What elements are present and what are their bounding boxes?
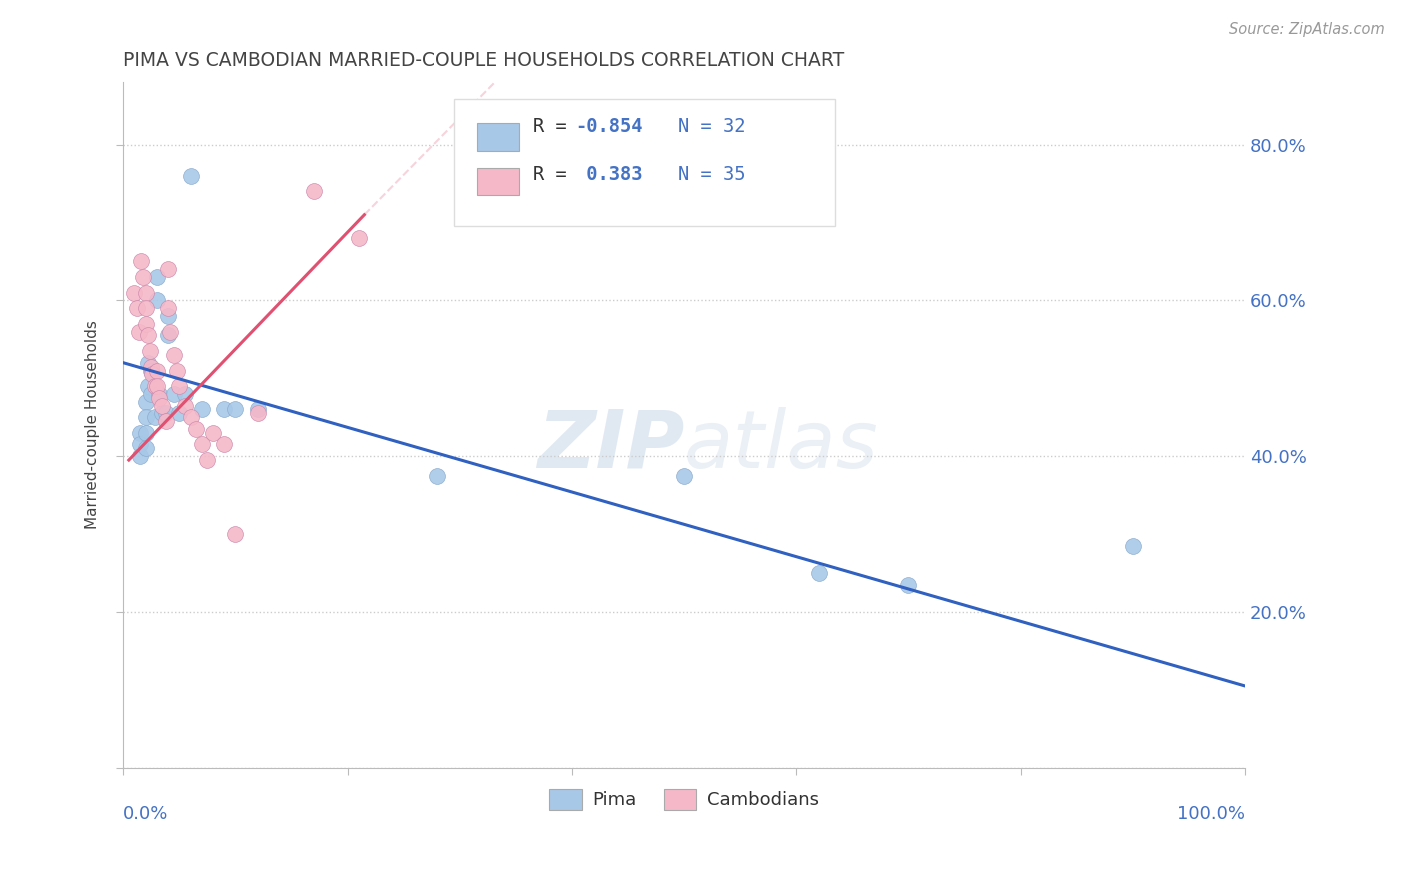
Point xyxy=(129,437,152,451)
Point xyxy=(1122,539,1144,553)
Legend: Pima, Cambodians: Pima, Cambodians xyxy=(541,781,827,817)
Y-axis label: Married-couple Households: Married-couple Households xyxy=(86,320,100,530)
Point xyxy=(146,363,169,377)
FancyBboxPatch shape xyxy=(454,100,835,227)
Point xyxy=(135,394,157,409)
Point xyxy=(897,577,920,591)
Text: Source: ZipAtlas.com: Source: ZipAtlas.com xyxy=(1229,22,1385,37)
Point xyxy=(169,379,191,393)
Text: 0.383: 0.383 xyxy=(575,165,643,185)
Text: N = 35: N = 35 xyxy=(679,165,747,185)
Point xyxy=(224,527,246,541)
Point xyxy=(201,425,224,440)
Point xyxy=(347,231,370,245)
Point xyxy=(155,414,177,428)
Point xyxy=(190,437,212,451)
Point xyxy=(132,270,155,285)
Point xyxy=(135,410,157,425)
Point xyxy=(302,185,325,199)
Point xyxy=(143,410,166,425)
Point xyxy=(146,270,169,285)
Point xyxy=(135,442,157,456)
Point xyxy=(136,379,159,393)
Point xyxy=(135,301,157,316)
Point xyxy=(224,402,246,417)
Point xyxy=(184,422,207,436)
Point xyxy=(807,566,830,580)
Text: atlas: atlas xyxy=(685,407,879,484)
Point xyxy=(141,359,163,374)
Point xyxy=(152,406,174,420)
Point xyxy=(426,468,449,483)
Point xyxy=(212,402,235,417)
Point xyxy=(157,309,180,323)
Point xyxy=(148,387,170,401)
Point xyxy=(129,449,152,463)
Point xyxy=(152,399,174,413)
Point xyxy=(125,301,148,316)
Point xyxy=(136,356,159,370)
Point xyxy=(141,363,163,377)
Point xyxy=(141,387,163,401)
Point xyxy=(157,301,180,316)
Point xyxy=(195,453,218,467)
Text: 100.0%: 100.0% xyxy=(1177,805,1244,823)
Point xyxy=(190,402,212,417)
Text: N = 32: N = 32 xyxy=(679,118,747,136)
Point xyxy=(157,328,180,343)
Point xyxy=(139,344,162,359)
Point xyxy=(128,325,150,339)
FancyBboxPatch shape xyxy=(477,168,519,195)
FancyBboxPatch shape xyxy=(477,123,519,151)
Point xyxy=(124,285,146,300)
Point xyxy=(673,468,696,483)
Point xyxy=(146,379,169,393)
Point xyxy=(169,406,191,420)
Point xyxy=(246,406,269,420)
Point xyxy=(141,368,163,382)
Point xyxy=(155,406,177,420)
Point xyxy=(166,363,188,377)
Point xyxy=(129,254,152,268)
Point xyxy=(143,379,166,393)
Point xyxy=(136,328,159,343)
Text: R =: R = xyxy=(533,118,578,136)
Text: 0.0%: 0.0% xyxy=(124,805,169,823)
Point xyxy=(135,285,157,300)
Text: PIMA VS CAMBODIAN MARRIED-COUPLE HOUSEHOLDS CORRELATION CHART: PIMA VS CAMBODIAN MARRIED-COUPLE HOUSEHO… xyxy=(124,51,845,70)
Text: ZIP: ZIP xyxy=(537,407,685,484)
Point xyxy=(174,399,197,413)
Point xyxy=(163,348,186,362)
Point xyxy=(159,325,181,339)
Point xyxy=(180,410,202,425)
Text: R =: R = xyxy=(533,165,578,185)
Point xyxy=(174,387,197,401)
Text: -0.854: -0.854 xyxy=(575,118,643,136)
Point xyxy=(148,391,170,405)
Point xyxy=(246,402,269,417)
Point xyxy=(135,317,157,331)
Point xyxy=(135,425,157,440)
Point xyxy=(163,387,186,401)
Point xyxy=(146,293,169,308)
Point xyxy=(129,425,152,440)
Point xyxy=(212,437,235,451)
Point xyxy=(157,262,180,277)
Point xyxy=(180,169,202,183)
